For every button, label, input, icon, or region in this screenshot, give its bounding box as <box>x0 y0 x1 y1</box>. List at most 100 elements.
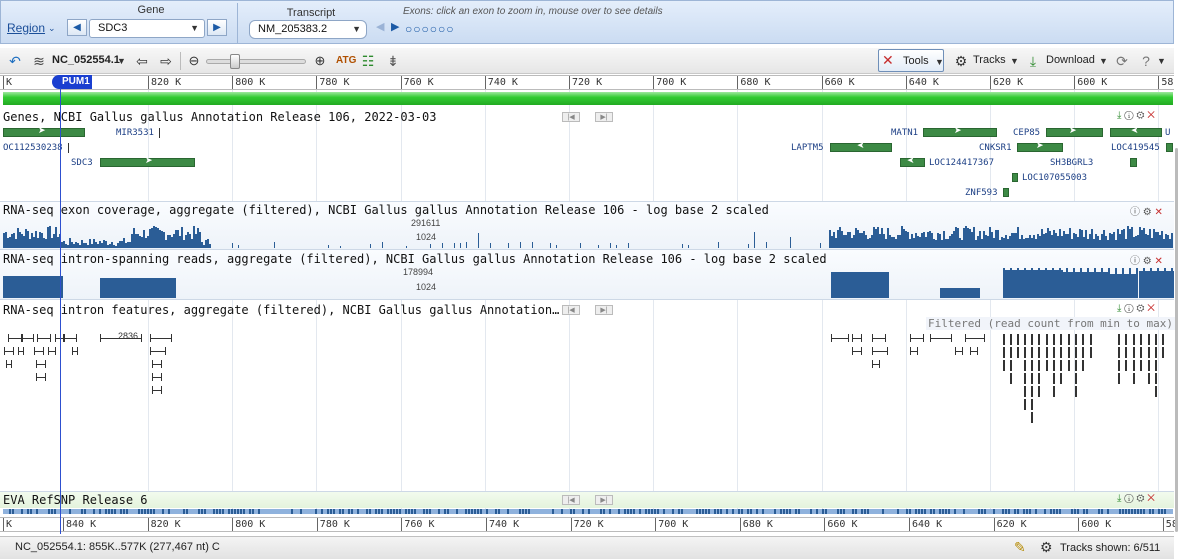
gene-feature[interactable] <box>1003 188 1009 197</box>
collapse-icon[interactable]: ⇟ <box>387 53 399 69</box>
vertical-scrollbar[interactable] <box>1175 148 1178 532</box>
intron-feature[interactable] <box>1075 334 1077 345</box>
intron-features-glyphs[interactable] <box>0 330 1174 490</box>
intron-feature[interactable] <box>1031 373 1033 384</box>
intron-feature[interactable] <box>1155 334 1157 345</box>
intron-feature[interactable] <box>1155 347 1157 358</box>
intron-feature[interactable] <box>152 373 162 381</box>
intron-reads-bars[interactable] <box>0 266 1174 298</box>
gear-icon[interactable]: ⚙ <box>1142 256 1152 267</box>
zoom-slider[interactable] <box>206 59 306 64</box>
gene-label-loc124417367[interactable]: LOC124417367 <box>929 158 995 168</box>
top-ruler[interactable]: K 820 K 800 K 780 K 760 K 740 K 720 K 700 K 680 … <box>0 75 1174 90</box>
intron-feature[interactable] <box>1075 386 1077 397</box>
gene-label-znf593[interactable]: ZNF593 <box>965 188 998 198</box>
intron-feature[interactable] <box>18 347 24 355</box>
intron-feature[interactable] <box>1053 360 1055 371</box>
gene-label-mir3531[interactable]: MIR3531 <box>116 128 154 138</box>
tracks-menu[interactable]: Tracks <box>973 54 1006 66</box>
intron-feature[interactable] <box>910 347 918 355</box>
gene-label-laptm5[interactable]: LAPTM5 <box>791 143 824 153</box>
intron-feature[interactable] <box>1118 334 1120 345</box>
intron-feature[interactable] <box>1024 360 1026 371</box>
intron-feature[interactable] <box>852 347 862 355</box>
intron-feature[interactable] <box>1125 360 1127 371</box>
tracks-shown[interactable]: Tracks shown: 6/511 <box>1060 542 1161 554</box>
info-icon[interactable]: ⓘ <box>1124 493 1134 504</box>
intron-feature[interactable] <box>1133 334 1135 345</box>
info-icon[interactable]: ⓘ <box>1124 303 1134 314</box>
intron-feature[interactable] <box>1053 334 1055 345</box>
chevron-down-icon[interactable]: ▼ <box>1157 56 1166 66</box>
scroll-right-button[interactable]: ▶| <box>595 305 613 315</box>
intron-feature[interactable] <box>100 334 142 342</box>
intron-feature[interactable] <box>970 347 978 355</box>
intron-feature[interactable] <box>1090 347 1092 358</box>
intron-feature[interactable] <box>1010 347 1012 358</box>
sequence-dropdown-icon[interactable]: ▼ <box>117 56 126 66</box>
gear-icon[interactable]: ⚙ <box>1136 493 1145 504</box>
intron-feature[interactable] <box>1162 347 1164 358</box>
close-icon[interactable]: ✕ <box>1154 256 1163 267</box>
intron-feature[interactable] <box>1046 347 1048 358</box>
pum1-marker[interactable]: PUM1 <box>52 75 92 89</box>
intron-feature[interactable] <box>1053 347 1055 358</box>
info-icon[interactable]: ⓘ <box>1130 207 1140 218</box>
gene-feature-cnksr1[interactable]: ➤ <box>1017 140 1063 152</box>
sequence-switch-icon[interactable]: ≋ <box>33 53 45 69</box>
pan-left-icon[interactable]: ⇦ <box>136 53 148 69</box>
intron-feature[interactable] <box>1075 360 1077 371</box>
intron-feature[interactable] <box>150 334 172 342</box>
chevron-down-icon[interactable]: ▼ <box>1099 56 1108 66</box>
intron-feature[interactable] <box>872 360 880 368</box>
intron-feature[interactable] <box>1060 334 1062 345</box>
gear-icon[interactable]: ⚙ <box>1136 110 1145 121</box>
intron-feature[interactable] <box>1155 360 1157 371</box>
gene-label-sh3bgrl3[interactable]: SH3BGRL3 <box>1050 158 1094 168</box>
intron-feature[interactable] <box>1031 386 1033 397</box>
intron-feature[interactable] <box>1053 373 1055 384</box>
intron-feature[interactable] <box>1068 334 1070 345</box>
intron-feature[interactable] <box>34 347 44 355</box>
gene-feature[interactable]: ➤ <box>1110 125 1162 137</box>
gear-icon[interactable]: ⚙ <box>1136 303 1145 314</box>
prev-gene-button[interactable]: ◀ <box>67 19 87 36</box>
next-exon-icon[interactable]: ▶ <box>391 21 400 33</box>
intron-feature[interactable] <box>1024 386 1026 397</box>
intron-feature[interactable] <box>1148 360 1150 371</box>
intron-feature[interactable] <box>1003 360 1005 371</box>
intron-feature[interactable] <box>152 386 162 394</box>
intron-feature[interactable] <box>1075 373 1077 384</box>
download-icon[interactable]: ⤓ <box>1117 493 1122 504</box>
intron-feature[interactable] <box>1031 334 1033 345</box>
intron-feature[interactable] <box>36 373 46 381</box>
prev-exon-icon[interactable]: ◀ <box>376 21 385 33</box>
intron-feature[interactable] <box>1082 334 1084 345</box>
tools-button[interactable]: ✕ Tools ▼ <box>878 49 944 72</box>
zoom-out-icon[interactable]: ⊖ <box>188 53 200 68</box>
gene-label-oc112530238[interactable]: OC112530238 <box>3 143 63 153</box>
sequence-view-icon[interactable]: ATG <box>336 55 357 66</box>
intron-feature[interactable] <box>1024 373 1026 384</box>
intron-feature[interactable] <box>152 360 162 368</box>
intron-feature[interactable] <box>37 334 51 342</box>
gene-feature[interactable] <box>1166 143 1173 152</box>
pan-right-icon[interactable]: ⇨ <box>160 53 172 69</box>
intron-feature[interactable] <box>1060 373 1062 384</box>
gear-icon[interactable]: ⚙ <box>1142 207 1152 218</box>
intron-feature[interactable] <box>22 334 34 342</box>
close-icon[interactable]: ✕ <box>1154 207 1163 218</box>
scroll-right-button[interactable]: ▶| <box>595 495 613 505</box>
intron-feature[interactable] <box>1082 360 1084 371</box>
gene-feature-loc124417367[interactable]: ➤ <box>900 155 925 167</box>
intron-feature[interactable] <box>1155 373 1157 384</box>
intron-feature[interactable] <box>1046 334 1048 345</box>
intron-feature[interactable] <box>1017 334 1019 345</box>
intron-feature[interactable] <box>930 334 952 342</box>
intron-feature[interactable] <box>1003 334 1005 345</box>
gene-label-loc107055003[interactable]: LOC107055003 <box>1022 173 1088 183</box>
intron-feature[interactable] <box>4 347 14 355</box>
gene-label-cep85[interactable]: CEP85 <box>1013 128 1041 138</box>
bottom-ruler[interactable]: K 840 K 820 K 800 K 780 K 760 K 740 K 720 K 700 … <box>0 517 1178 532</box>
gene-feature[interactable] <box>1130 158 1137 167</box>
